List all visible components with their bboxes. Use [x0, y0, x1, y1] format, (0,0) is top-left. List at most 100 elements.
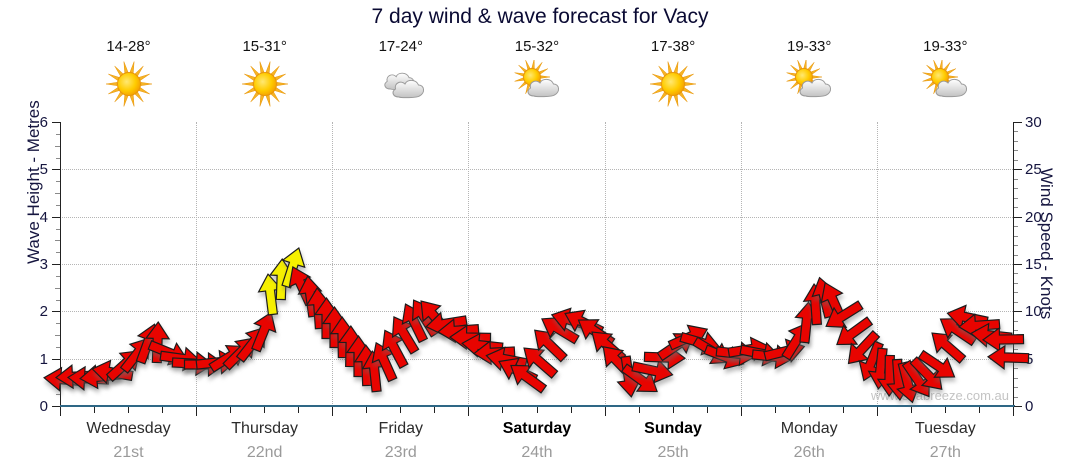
- wind-arrow: [886, 361, 929, 404]
- day-boundary-gridline: [332, 122, 334, 406]
- bottom-axis-tick: [638, 407, 640, 413]
- day-header: 14-28°: [60, 36, 197, 113]
- temperature-range: 19-33°: [787, 38, 832, 55]
- day-date: 21st: [113, 444, 144, 461]
- left-axis-tick-label: 5: [39, 161, 48, 179]
- right-axis-tick: [1014, 122, 1022, 123]
- bottom-axis-line: [60, 405, 1015, 407]
- right-axis-tick-label: 25: [1025, 161, 1042, 179]
- bottom-axis-tick: [740, 407, 742, 416]
- partly-cloudy-icon: [921, 59, 969, 108]
- right-axis-tick-label: 0: [1025, 398, 1034, 415]
- bottom-axis-tick: [978, 407, 980, 413]
- bottom-axis-tick: [842, 407, 844, 413]
- h-gridline: [60, 264, 1013, 265]
- h-gridline: [60, 169, 1013, 171]
- right-axis-tick: [1014, 178, 1018, 180]
- right-axis-tick: [1014, 207, 1018, 209]
- right-axis-tick-label: 20: [1025, 208, 1042, 226]
- wind-arrow: [822, 299, 865, 329]
- bottom-axis-tick: [230, 407, 232, 413]
- bottom-axis-tick: [400, 407, 402, 413]
- left-axis-tick: [55, 145, 60, 147]
- day-name: Thursday: [231, 420, 298, 437]
- wind-arrow: [981, 326, 1025, 353]
- x-axis-day-label: Sunday 25th: [605, 417, 742, 465]
- wind-arrow: [896, 359, 939, 398]
- left-axis-tick: [56, 228, 60, 230]
- day-boundary-gridline: [196, 122, 198, 406]
- wind-arrow: [926, 332, 969, 364]
- left-axis-tick: [55, 287, 60, 289]
- day-header: 19-33°: [877, 36, 1014, 113]
- right-axis-tick: [1014, 226, 1018, 228]
- left-axis-tick-label: 0: [39, 398, 48, 415]
- day-boundary-gridline: [876, 122, 878, 406]
- right-axis-tick: [1014, 406, 1022, 407]
- bottom-axis-tick: [298, 407, 300, 413]
- right-axis-tick: [1014, 188, 1018, 190]
- day-header: 15-32°: [468, 36, 605, 113]
- cloudy-icon: [377, 60, 425, 108]
- day-date: 26th: [793, 444, 825, 461]
- right-axis-tick: [1014, 396, 1018, 398]
- temperature-range: 15-32°: [514, 38, 560, 55]
- left-axis-tick: [56, 323, 60, 325]
- temperature-range: 15-31°: [242, 38, 287, 55]
- bottom-axis-tick: [196, 407, 198, 416]
- bottom-axis-tick: [876, 407, 878, 416]
- wind-arrow: [619, 363, 662, 393]
- day-name: Monday: [780, 420, 838, 437]
- day-date: 27th: [929, 444, 961, 461]
- left-axis-tick-label: 1: [39, 350, 48, 368]
- bottom-axis-tick: [536, 407, 538, 413]
- day-header: 19-33°: [741, 36, 878, 113]
- left-axis-tick: [52, 122, 60, 123]
- wind-arrow: [506, 364, 549, 394]
- right-axis-tick-label: 15: [1025, 256, 1042, 273]
- right-axis-tick: [1014, 311, 1022, 313]
- left-axis-tick: [52, 311, 60, 313]
- right-axis-tick: [1014, 368, 1018, 370]
- right-axis-tick: [1014, 245, 1018, 247]
- left-axis-tick: [56, 181, 60, 183]
- right-axis-tick: [1014, 150, 1018, 152]
- right-axis-tick: [1014, 301, 1018, 303]
- left-axis-tick-label: 6: [39, 114, 48, 131]
- x-axis-day-label: Friday 23rd: [332, 417, 469, 465]
- wind-arrow: [538, 316, 581, 345]
- chart-title: 7 day wind & wave forecast for Vacy: [371, 5, 709, 28]
- right-axis-tick: [1014, 292, 1018, 294]
- h-gridline: [60, 216, 1013, 218]
- right-axis-tick: [1014, 159, 1018, 161]
- day-header: 17-38°: [605, 36, 742, 113]
- bottom-axis-tick: [910, 407, 912, 413]
- temperature-range: 17-38°: [650, 38, 696, 55]
- left-axis-tick: [52, 406, 60, 407]
- left-axis-tick: [56, 252, 60, 254]
- temperature-range: 14-28°: [106, 38, 151, 55]
- wind-arrow: [630, 357, 674, 385]
- bottom-axis-tick: [672, 407, 674, 413]
- partly-cloudy-icon: [785, 59, 833, 108]
- wind-arrow: [906, 356, 949, 391]
- right-axis-tick: [1014, 235, 1018, 237]
- x-axis-day-label: Wednesday 21st: [60, 417, 197, 465]
- wind-arrow: [249, 273, 292, 316]
- bottom-axis-tick: [434, 407, 436, 413]
- right-axis-tick: [1014, 264, 1022, 265]
- right-axis-line: [1013, 122, 1014, 407]
- x-axis-day-label: Monday 26th: [741, 417, 878, 465]
- day-name: Friday: [378, 420, 423, 437]
- wind-arrow: [242, 311, 285, 353]
- left-axis-tick: [55, 240, 60, 242]
- wind-arrow: [528, 329, 571, 363]
- right-axis-label: Wind Speed - Knots: [1037, 168, 1056, 320]
- day-name: Wednesday: [86, 420, 171, 437]
- temperature-range: 19-33°: [923, 38, 968, 55]
- bottom-axis-tick: [1013, 407, 1014, 416]
- bottom-axis-tick: [162, 407, 164, 413]
- sunny-icon: [105, 60, 153, 108]
- x-axis-day-label: Tuesday 27th: [877, 417, 1014, 465]
